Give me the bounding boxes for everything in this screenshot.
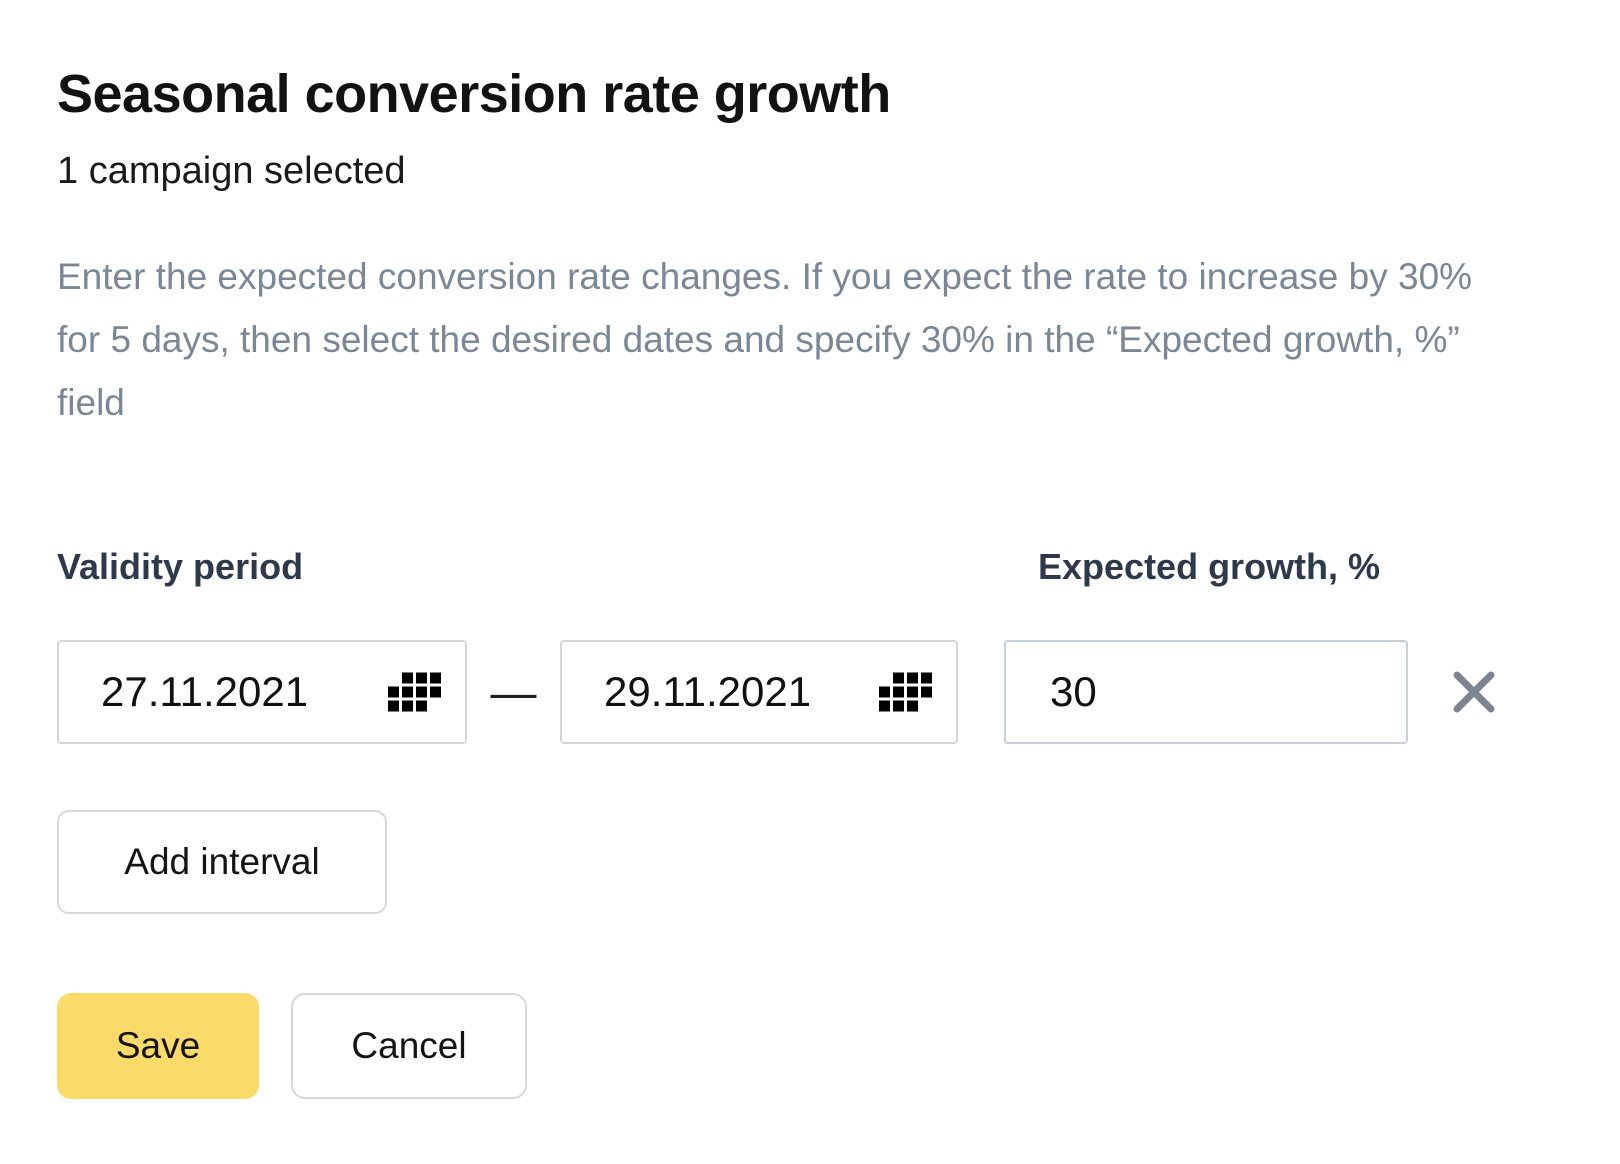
description-text: Enter the expected conversion rate chang…: [57, 256, 1473, 423]
dialog-actions: Save Cancel: [57, 993, 1563, 1099]
x-icon: [1453, 671, 1495, 713]
column-labels-row: Validity period Expected growth, %: [57, 545, 1563, 589]
calendar-icon[interactable]: [388, 672, 441, 712]
save-button[interactable]: Save: [57, 993, 259, 1099]
date-to-input[interactable]: [560, 640, 958, 744]
seasonal-growth-dialog: Seasonal conversion rate growth 1 campai…: [57, 64, 1563, 1099]
campaign-selected-count: 1 campaign selected: [57, 150, 406, 192]
expected-growth-input[interactable]: [1004, 640, 1408, 744]
calendar-icon[interactable]: [879, 672, 932, 712]
page-title: Seasonal conversion rate growth: [57, 64, 891, 124]
validity-period-label: Validity period: [57, 546, 304, 587]
date-from-wrapper: [57, 640, 467, 744]
date-to-wrapper: [560, 640, 958, 744]
expected-growth-label: Expected growth, %: [1038, 546, 1381, 587]
cancel-button[interactable]: Cancel: [291, 993, 527, 1099]
remove-interval-button[interactable]: [1448, 666, 1500, 718]
interval-row: —: [57, 640, 1563, 744]
add-interval-button[interactable]: Add interval: [57, 810, 387, 914]
date-range-dash: —: [490, 666, 537, 718]
